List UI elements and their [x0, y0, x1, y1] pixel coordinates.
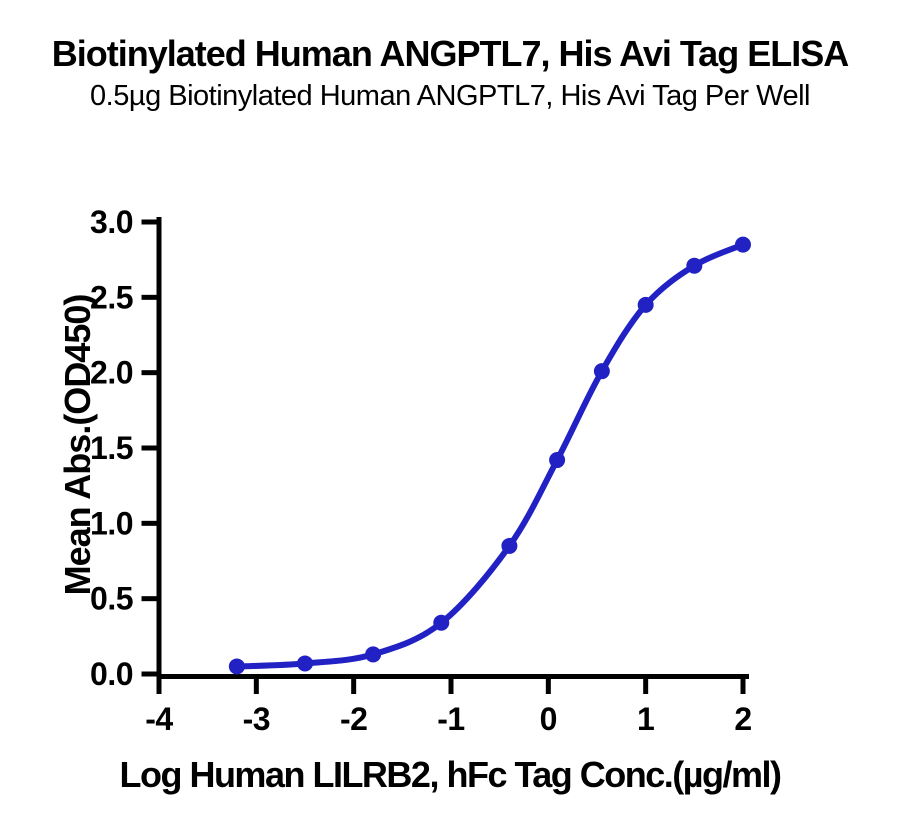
data-point: [297, 655, 313, 672]
y-axis-title-text: Mean Abs.(OD450): [57, 294, 98, 596]
x-axis-title: Log Human LILRB2, hFc Tag Conc.(µg/ml): [119, 754, 782, 795]
data-curve: [233, 241, 746, 670]
data-point: [433, 614, 450, 631]
x-tick-label: 2: [734, 701, 751, 737]
chart-title: Biotinylated Human ANGPTL7, His Avi Tag …: [51, 33, 849, 74]
data-point: [549, 452, 566, 469]
y-tick-label: 1.0: [90, 505, 133, 541]
x-tick-label: -3: [243, 701, 270, 737]
y-tick-label: 2.5: [90, 279, 133, 315]
data-point: [365, 646, 382, 663]
data-point: [501, 537, 518, 554]
data-point: [686, 257, 703, 274]
data-point: [228, 658, 245, 675]
y-tick-label: 2.0: [90, 355, 133, 391]
y-tick-label: 1.5: [90, 430, 133, 466]
x-tick-label: -4: [145, 701, 173, 737]
x-tick-label: -1: [437, 701, 464, 737]
y-tick-label: 3.0: [90, 204, 133, 240]
y-tick-label: 0.0: [90, 656, 133, 692]
x-tick-label: 1: [637, 701, 654, 737]
x-tick-label: 0: [540, 701, 557, 737]
y-tick-label: 0.5: [90, 581, 133, 617]
x-tick-label: -2: [340, 701, 367, 737]
chart-subtitle: 0.5µg Biotinylated Human ANGPTL7, His Av…: [90, 80, 810, 112]
data-point: [637, 296, 654, 313]
data-point: [593, 363, 610, 380]
data-point: [735, 236, 751, 253]
